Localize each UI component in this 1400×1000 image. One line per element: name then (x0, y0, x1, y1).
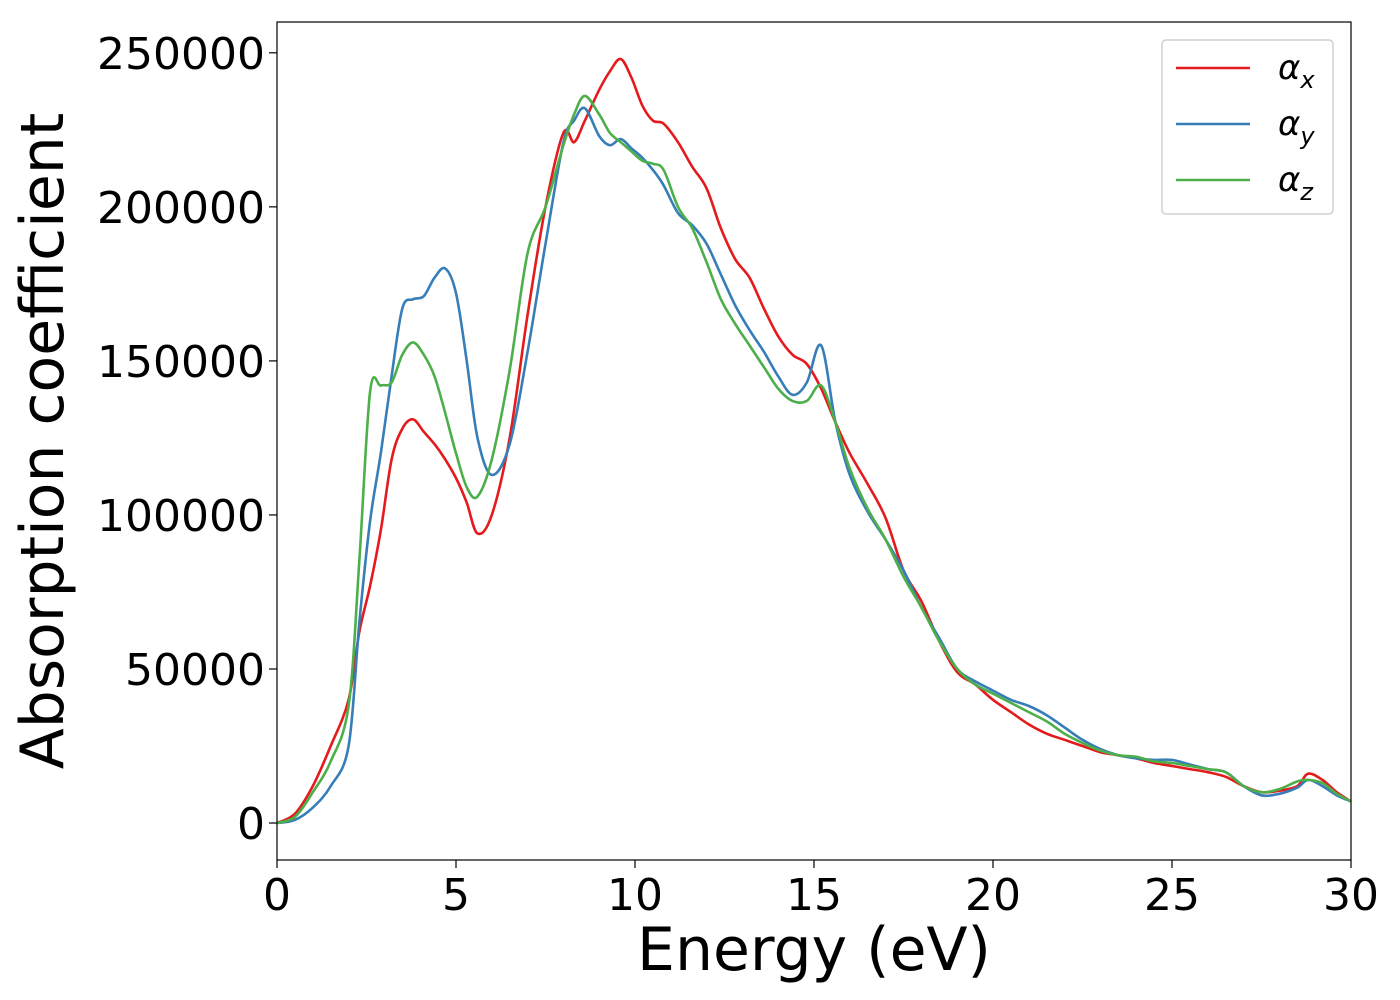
plot-area (276, 57, 1352, 825)
legend-label-z: αz (1278, 160, 1314, 206)
legend: αx αy αz (1161, 39, 1334, 215)
legend-box (1161, 39, 1334, 215)
y-tick-label: 200000 (97, 183, 265, 234)
y-axis: 0 50000 100000 150000 200000 250000 (97, 29, 277, 850)
y-axis-title: Absorption coefficient (8, 113, 78, 770)
x-tick-label: 20 (965, 870, 1021, 921)
x-tick-label: 25 (1144, 870, 1200, 921)
legend-label-y: αy (1278, 104, 1315, 150)
y-tick-label: 100000 (97, 491, 265, 542)
x-axis-title: Energy (eV) (637, 915, 991, 985)
y-tick-label: 250000 (97, 29, 265, 80)
legend-label-x: αx (1278, 48, 1315, 94)
x-tick-label: 10 (607, 870, 663, 921)
series-line-x (276, 57, 1352, 825)
x-tick-label: 0 (263, 870, 291, 921)
y-tick-label: 150000 (97, 337, 265, 388)
x-tick-label: 15 (786, 870, 842, 921)
series-line-z (276, 94, 1352, 825)
x-tick-label: 30 (1323, 870, 1379, 921)
y-tick-label: 0 (237, 799, 265, 850)
y-tick-label: 50000 (125, 645, 265, 696)
x-axis: 0 5 10 15 20 25 30 (263, 860, 1379, 921)
x-tick-label: 5 (442, 870, 470, 921)
